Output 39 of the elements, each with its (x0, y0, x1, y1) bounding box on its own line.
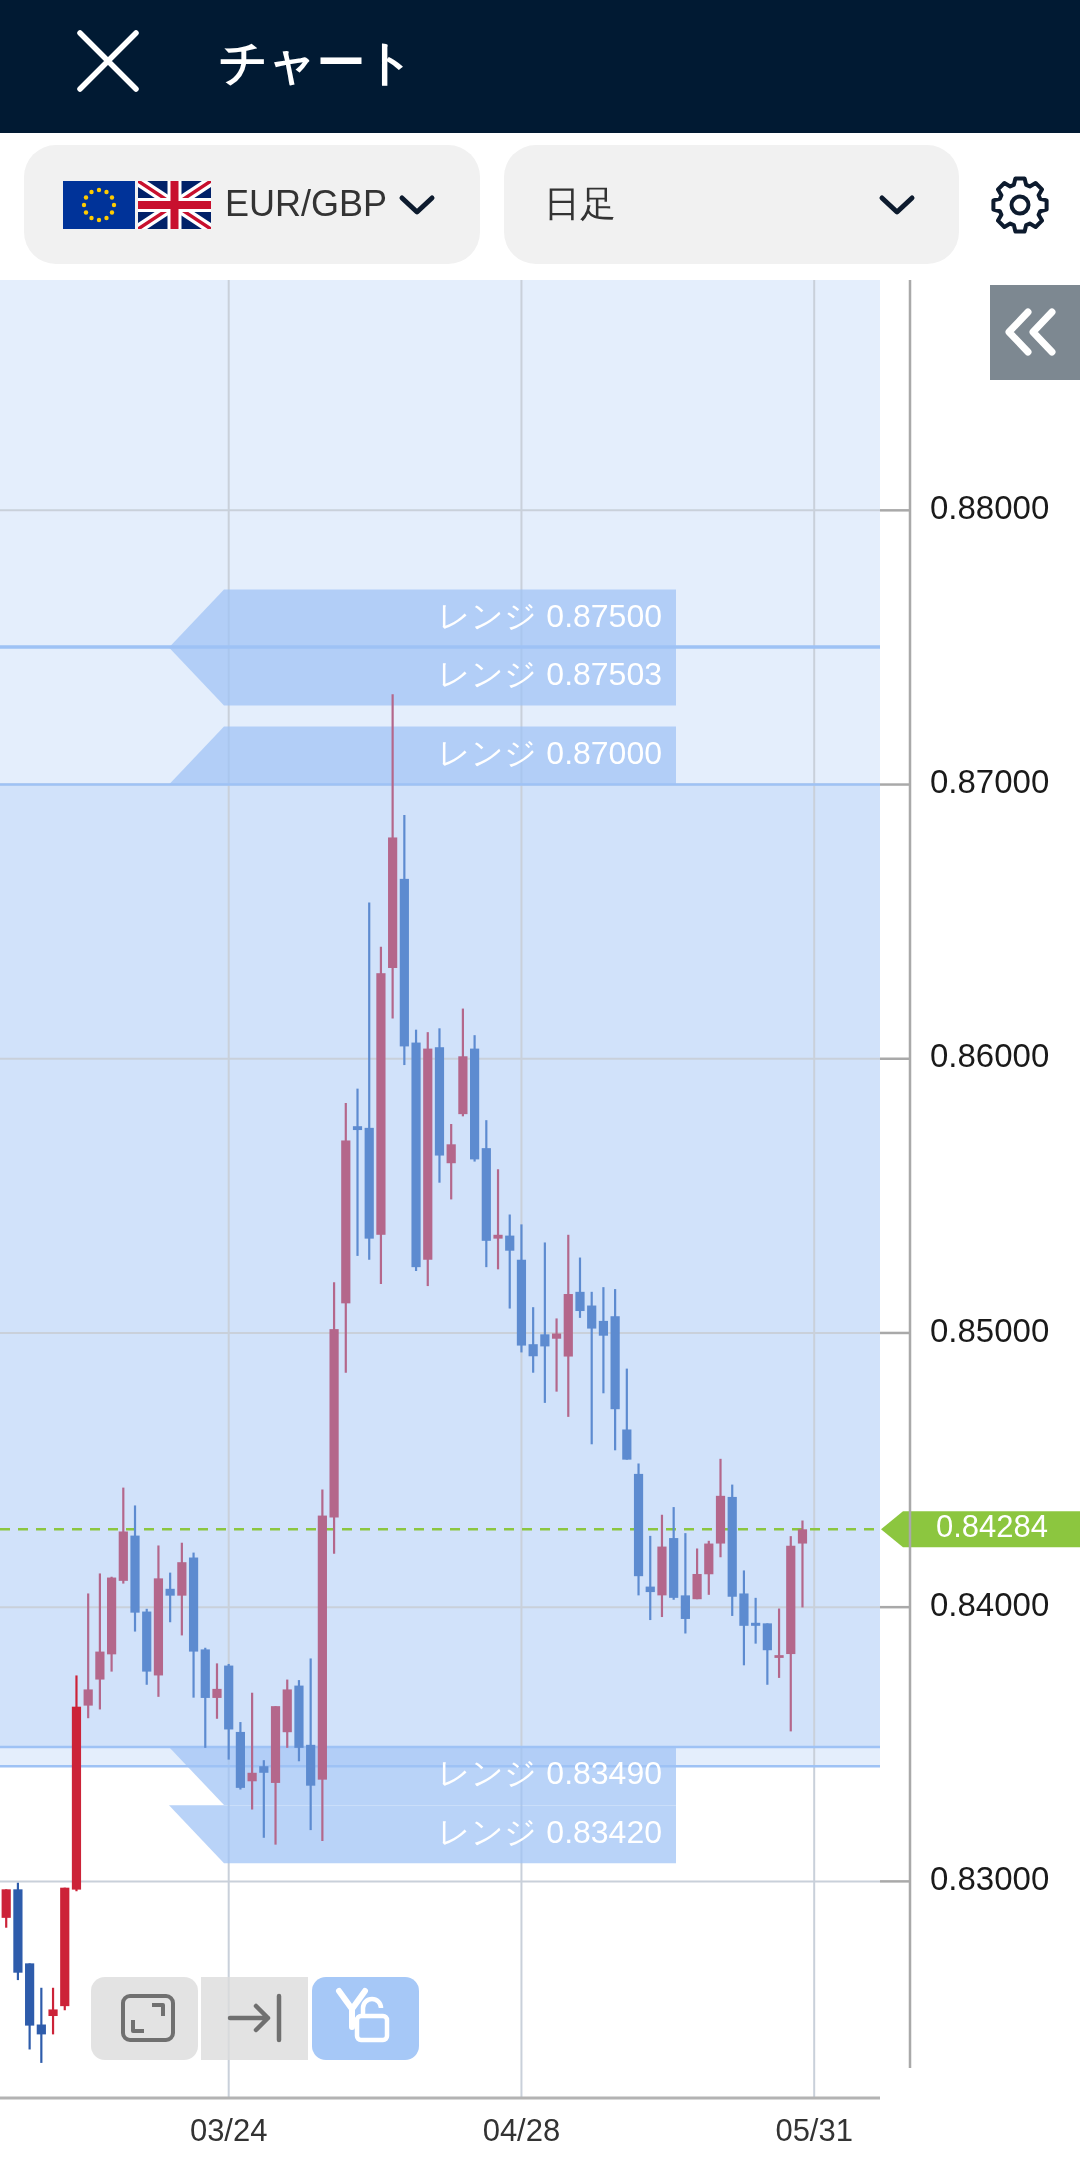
text: 日足 (544, 182, 616, 224)
candlestick (247, 1691, 257, 1811)
y-tick-label: 0.86000 (930, 1037, 1050, 1075)
candlestick (493, 1168, 503, 1271)
candlestick (645, 1534, 655, 1622)
candlestick (528, 1306, 538, 1374)
candlestick (751, 1596, 761, 1645)
y-tick-label: 0.88000 (930, 489, 1050, 527)
candlestick (598, 1286, 609, 1395)
candlestick (680, 1532, 690, 1635)
candlestick (587, 1290, 597, 1446)
ref-line-label: レンジ 0.87000 (438, 735, 662, 771)
chart-title: チャート (219, 35, 414, 89)
candlestick (48, 1986, 58, 2036)
x-tick-label: 03/24 (189, 2113, 268, 2149)
candlestick (505, 1213, 515, 1310)
candlestick (774, 1607, 784, 1680)
candlestick (352, 1087, 363, 1258)
y-tick-label: 0.87000 (930, 763, 1050, 801)
candlestick (259, 1759, 269, 1839)
y-tick-label: 0.85000 (930, 1311, 1050, 1349)
ref-line-label: レンジ 0.83420 (438, 1813, 662, 1850)
candlestick (575, 1256, 585, 1319)
candlestick (212, 1662, 222, 1720)
candlestick (165, 1571, 175, 1624)
y-tick-label: 0.84000 (930, 1585, 1050, 1623)
y-tick-label: 0.83000 (930, 1860, 1050, 1898)
ref-line-label: レンジ 0.87500 (438, 597, 662, 634)
candlestick (446, 1122, 456, 1201)
x-tick-label: 04/28 (482, 2113, 561, 2149)
candlestick (797, 1519, 808, 1609)
ref-line-label: 0.84284 (935, 1509, 1049, 1545)
chart-subtitle: EUR/GBP (225, 182, 388, 224)
ref-line-label: レンジ 0.83490 (438, 1755, 662, 1792)
candlestick (83, 1592, 93, 1720)
ref-line-label: レンジ 0.87503 (438, 656, 662, 693)
x-tick-label: 05/31 (775, 2113, 853, 2149)
candlestick (551, 1317, 562, 1393)
candlestick (540, 1241, 550, 1404)
